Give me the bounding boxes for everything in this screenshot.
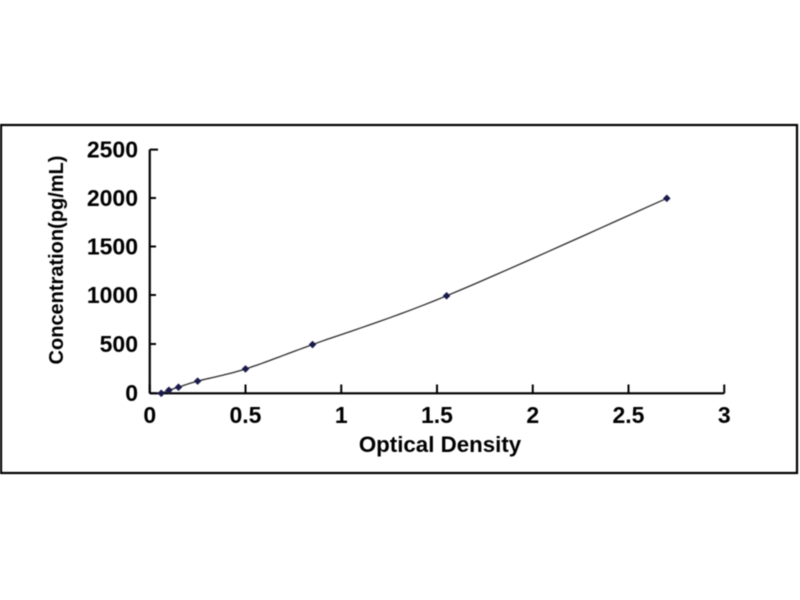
svg-text:1.5: 1.5 [421, 402, 453, 428]
svg-text:2.5: 2.5 [613, 402, 645, 428]
svg-text:2000: 2000 [87, 185, 138, 211]
svg-text:2: 2 [526, 402, 539, 428]
svg-text:2500: 2500 [87, 137, 138, 163]
svg-text:0.5: 0.5 [230, 402, 262, 428]
svg-text:0: 0 [125, 380, 138, 406]
svg-text:Concentration(pg/mL): Concentration(pg/mL) [46, 156, 68, 365]
svg-text:3: 3 [718, 402, 731, 428]
svg-text:500: 500 [100, 331, 138, 357]
svg-text:0: 0 [143, 402, 156, 428]
svg-text:1500: 1500 [87, 233, 138, 259]
svg-text:Optical Density: Optical Density [359, 432, 522, 457]
svg-text:1: 1 [335, 402, 348, 428]
svg-text:1000: 1000 [87, 282, 138, 308]
